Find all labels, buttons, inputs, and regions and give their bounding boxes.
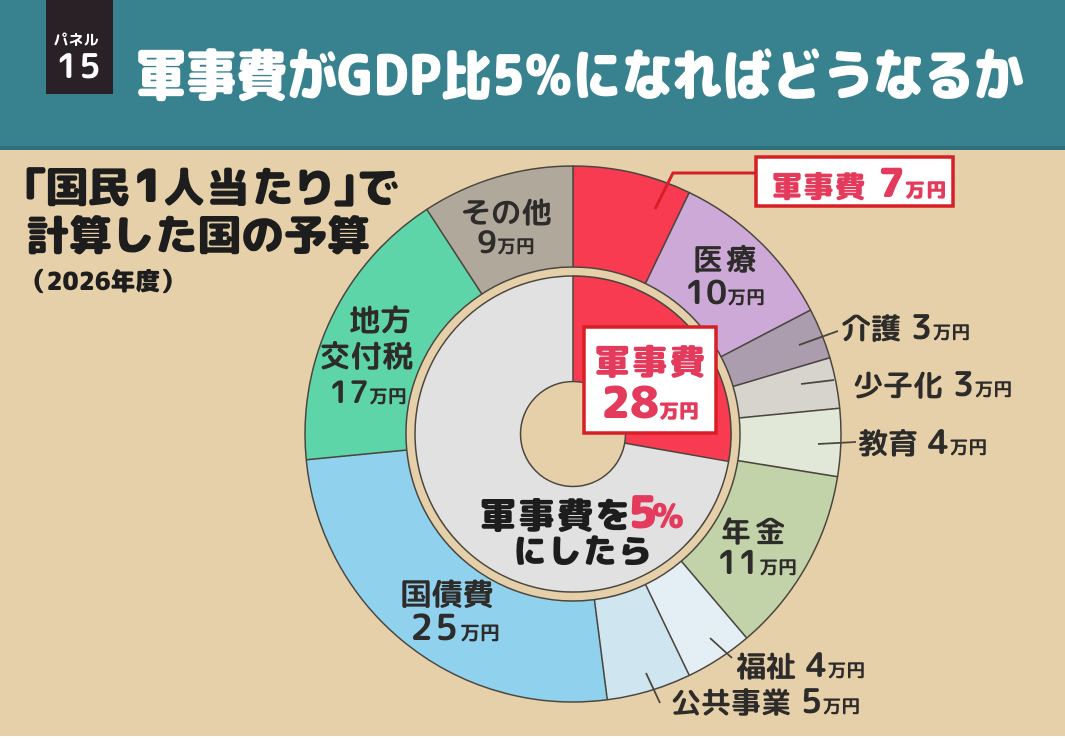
- svg-text:（2026年度）: （2026年度）: [22, 263, 184, 298]
- svg-text:軍事費を5%: 軍事費を5%: [480, 481, 684, 543]
- svg-text:医療: 医療: [693, 238, 759, 280]
- svg-text:軍事費がGDP比5%になればどうなるか: 軍事費がGDP比5%になればどうなるか: [136, 35, 1024, 113]
- svg-text:その他: その他: [461, 191, 551, 233]
- svg-text:17万円: 17万円: [329, 370, 407, 413]
- svg-text:28万円: 28万円: [601, 372, 699, 433]
- svg-text:年金: 年金: [721, 510, 789, 552]
- svg-text:9万円: 9万円: [477, 220, 535, 263]
- svg-text:15: 15: [56, 41, 102, 89]
- svg-text:軍事費: 軍事費: [595, 337, 708, 386]
- svg-text:10万円: 10万円: [685, 269, 765, 315]
- svg-text:少子化 3万円: 少子化 3万円: [853, 359, 1012, 407]
- svg-text:国債費: 国債費: [401, 572, 494, 615]
- svg-text:「国民1人当たり」で: 「国民1人当たり」で: [6, 153, 399, 217]
- svg-text:地方: 地方: [349, 298, 411, 341]
- svg-text:にしたら: にしたら: [513, 526, 653, 574]
- svg-text:パネル: パネル: [53, 29, 98, 50]
- svg-text:交付税: 交付税: [320, 334, 414, 377]
- svg-text:25万円: 25万円: [410, 601, 500, 652]
- svg-text:11万円: 11万円: [717, 539, 797, 585]
- svg-text:計算した国の予算: 計算した国の予算: [26, 206, 370, 264]
